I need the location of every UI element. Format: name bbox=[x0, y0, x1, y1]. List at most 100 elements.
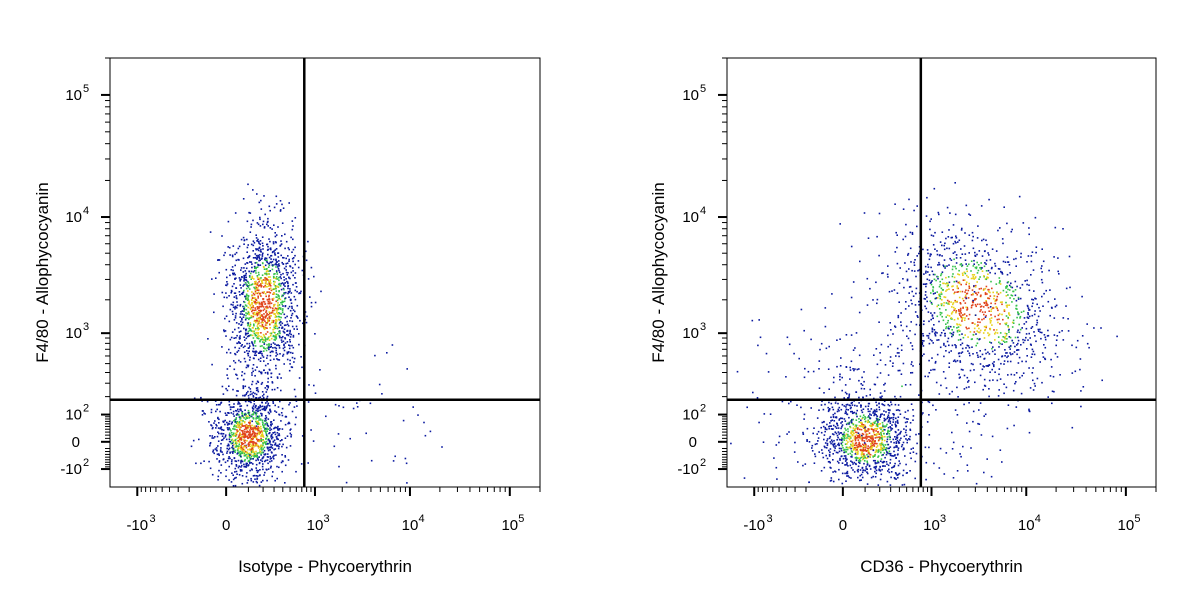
data-point bbox=[261, 408, 263, 411]
data-point bbox=[922, 335, 925, 337]
data-point bbox=[269, 449, 271, 451]
data-point bbox=[254, 340, 256, 342]
data-point bbox=[268, 405, 271, 407]
data-point bbox=[959, 314, 961, 316]
data-point bbox=[247, 364, 250, 367]
data-point bbox=[1100, 327, 1102, 329]
data-point bbox=[874, 467, 877, 470]
data-point bbox=[1008, 331, 1010, 333]
data-point bbox=[242, 257, 245, 260]
data-point bbox=[250, 453, 252, 455]
data-point bbox=[1008, 284, 1011, 287]
data-point bbox=[256, 434, 258, 437]
data-point bbox=[267, 428, 270, 430]
data-point bbox=[259, 218, 261, 221]
data-point bbox=[234, 305, 237, 308]
data-point bbox=[885, 453, 888, 456]
data-point bbox=[270, 372, 273, 375]
data-point bbox=[254, 435, 256, 437]
data-point bbox=[923, 297, 926, 300]
data-point bbox=[241, 318, 243, 321]
data-point bbox=[264, 418, 267, 420]
data-point bbox=[943, 302, 945, 304]
x-tick-label: 0 bbox=[222, 517, 230, 534]
data-point bbox=[841, 421, 843, 423]
data-point bbox=[867, 455, 869, 458]
data-point bbox=[976, 237, 979, 239]
data-point bbox=[239, 433, 241, 435]
data-point bbox=[275, 241, 277, 244]
data-point bbox=[258, 430, 261, 433]
data-point bbox=[988, 297, 991, 300]
data-point bbox=[247, 324, 249, 327]
data-point bbox=[252, 315, 255, 318]
data-point bbox=[263, 286, 265, 288]
data-point bbox=[950, 350, 952, 352]
data-point bbox=[802, 431, 804, 434]
data-point bbox=[924, 283, 927, 285]
data-point bbox=[267, 448, 269, 450]
data-point bbox=[775, 444, 778, 446]
data-point bbox=[1014, 382, 1016, 385]
data-point bbox=[886, 438, 889, 441]
data-point bbox=[903, 448, 905, 450]
data-point bbox=[233, 319, 236, 321]
data-point bbox=[278, 330, 280, 333]
data-point bbox=[995, 250, 998, 252]
data-point bbox=[971, 274, 974, 276]
data-point bbox=[896, 419, 899, 422]
data-point bbox=[263, 474, 265, 476]
data-point bbox=[825, 447, 828, 449]
data-point bbox=[979, 276, 981, 278]
data-point bbox=[273, 293, 275, 295]
data-point bbox=[261, 279, 264, 281]
data-point bbox=[854, 439, 857, 442]
data-point bbox=[1050, 358, 1052, 361]
data-point bbox=[259, 264, 262, 266]
data-point bbox=[859, 479, 861, 482]
data-point bbox=[983, 358, 985, 360]
data-point bbox=[244, 334, 247, 336]
data-point bbox=[256, 337, 258, 339]
data-point bbox=[281, 460, 284, 462]
data-point bbox=[228, 440, 231, 443]
data-point bbox=[228, 447, 231, 450]
data-point bbox=[1030, 344, 1032, 346]
data-point bbox=[861, 376, 863, 379]
data-point bbox=[1005, 323, 1007, 326]
data-point bbox=[235, 470, 238, 473]
data-point bbox=[228, 432, 231, 435]
data-point bbox=[888, 471, 891, 474]
data-point bbox=[244, 270, 247, 272]
data-point bbox=[860, 428, 863, 431]
data-point bbox=[235, 418, 237, 420]
data-point bbox=[221, 428, 223, 431]
data-point bbox=[247, 286, 250, 289]
data-point bbox=[978, 288, 981, 290]
data-point bbox=[264, 259, 267, 261]
data-point bbox=[835, 445, 837, 447]
data-point bbox=[953, 359, 956, 361]
data-point bbox=[899, 439, 901, 441]
data-point bbox=[257, 425, 259, 428]
data-point bbox=[228, 436, 231, 438]
data-point bbox=[840, 432, 843, 434]
data-point bbox=[221, 433, 223, 435]
data-point bbox=[255, 467, 257, 469]
data-point bbox=[860, 454, 863, 456]
data-point bbox=[925, 215, 928, 217]
data-point bbox=[850, 450, 853, 452]
data-point bbox=[857, 452, 859, 454]
data-point bbox=[889, 430, 891, 433]
data-point bbox=[268, 412, 271, 415]
data-point bbox=[272, 321, 275, 324]
data-point bbox=[267, 318, 269, 321]
data-point bbox=[850, 440, 853, 443]
data-point bbox=[232, 313, 234, 315]
data-point bbox=[294, 310, 296, 313]
data-point bbox=[282, 347, 285, 350]
data-point bbox=[1009, 348, 1011, 350]
data-point bbox=[860, 456, 863, 459]
data-point bbox=[1005, 287, 1007, 289]
data-point bbox=[236, 426, 239, 429]
